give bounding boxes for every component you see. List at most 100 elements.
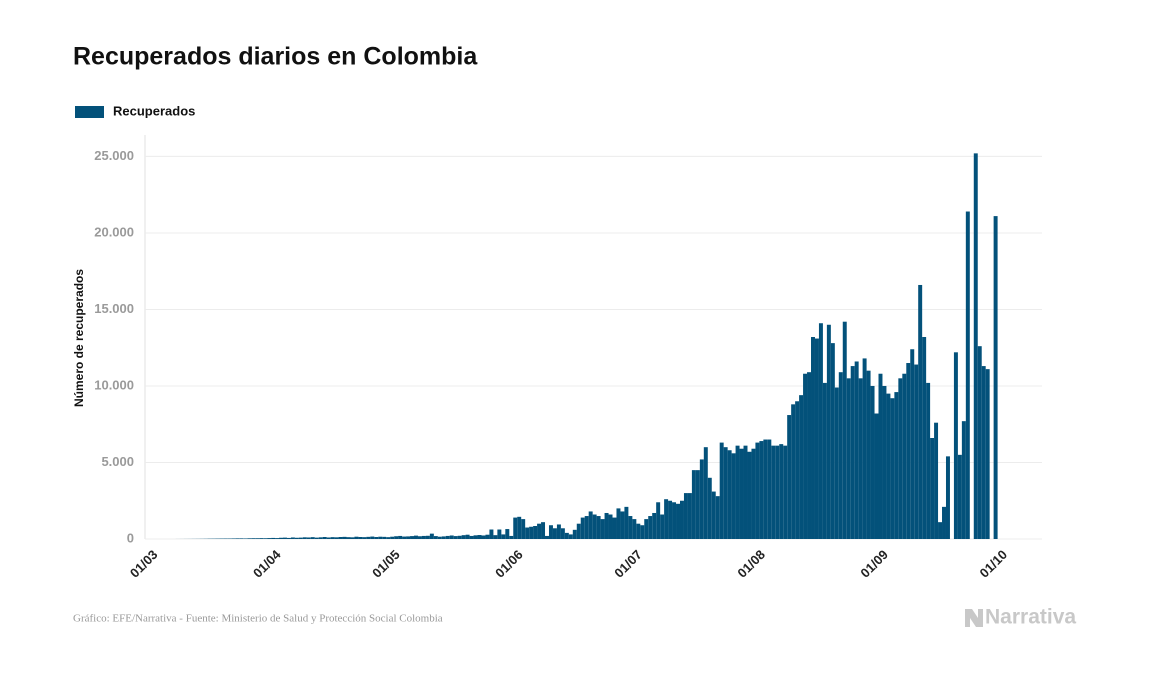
bar xyxy=(791,404,796,539)
bar xyxy=(414,535,418,539)
bar xyxy=(275,538,280,539)
bar xyxy=(453,536,458,539)
bar xyxy=(350,537,355,539)
bar xyxy=(755,442,760,539)
bar xyxy=(834,387,839,539)
bar xyxy=(842,321,847,539)
bar xyxy=(973,153,978,539)
bar xyxy=(493,535,498,539)
bar xyxy=(584,516,589,539)
bar xyxy=(914,364,919,539)
bar xyxy=(314,537,319,539)
bar xyxy=(473,535,478,539)
bar xyxy=(425,535,430,539)
bar xyxy=(306,537,311,539)
bar xyxy=(691,470,696,539)
y-tick-label: 0 xyxy=(127,530,134,545)
bar xyxy=(826,324,831,539)
bar xyxy=(465,534,470,539)
bar xyxy=(247,538,252,539)
bar xyxy=(517,516,522,539)
bar xyxy=(429,533,434,539)
x-tick-label: 01/03 xyxy=(127,547,161,581)
bar xyxy=(588,511,593,539)
x-tick-label: 01/06 xyxy=(492,547,526,581)
bar xyxy=(934,422,939,539)
y-axis-label: Número de recuperados xyxy=(72,269,86,407)
bar xyxy=(259,538,264,539)
bar xyxy=(509,535,514,539)
bar xyxy=(898,378,903,539)
bar xyxy=(505,529,510,539)
bar xyxy=(711,491,716,539)
bar xyxy=(529,526,534,539)
bar xyxy=(707,477,712,539)
bar xyxy=(282,537,287,539)
bar xyxy=(533,525,538,539)
bar xyxy=(632,519,637,539)
bar xyxy=(731,453,736,539)
bar xyxy=(322,537,327,539)
bar xyxy=(683,493,688,539)
bar xyxy=(719,442,724,539)
bar xyxy=(358,537,363,539)
bar xyxy=(652,512,657,539)
bar xyxy=(497,529,502,539)
bar xyxy=(906,363,911,539)
bar xyxy=(735,445,740,539)
bar xyxy=(330,537,335,539)
bar xyxy=(290,537,295,539)
bar xyxy=(878,373,883,539)
bar xyxy=(838,372,843,539)
bar xyxy=(822,382,827,539)
bar xyxy=(346,537,351,539)
bar xyxy=(421,535,426,539)
bar xyxy=(775,445,780,539)
bar xyxy=(636,523,641,539)
bar xyxy=(910,349,915,539)
bar xyxy=(747,451,752,539)
bar xyxy=(457,535,462,539)
x-tick-label: 01/09 xyxy=(857,547,891,581)
bar xyxy=(568,534,573,539)
bar xyxy=(437,536,442,539)
bar xyxy=(600,519,605,539)
bar xyxy=(644,519,649,539)
bar xyxy=(723,447,728,539)
bar xyxy=(286,537,291,539)
bar xyxy=(870,385,875,539)
bar xyxy=(525,527,530,539)
bar xyxy=(521,519,526,539)
bar xyxy=(890,398,895,539)
bar xyxy=(922,337,927,539)
bar xyxy=(759,441,764,539)
bar xyxy=(267,538,272,539)
bar xyxy=(977,346,982,539)
bar xyxy=(608,514,613,539)
bar xyxy=(334,537,339,539)
legend-label: Recuperados xyxy=(113,103,195,118)
bar xyxy=(664,499,669,539)
bar xyxy=(787,415,792,539)
bar xyxy=(390,536,395,539)
bar xyxy=(433,536,438,539)
bar xyxy=(818,323,823,539)
bar xyxy=(668,500,673,539)
bar xyxy=(556,524,561,539)
bar xyxy=(945,456,950,539)
bar xyxy=(604,512,609,539)
bar xyxy=(830,343,835,539)
bar xyxy=(620,511,625,539)
bar xyxy=(981,366,986,539)
bar xyxy=(354,536,359,539)
bar xyxy=(739,448,744,539)
logo-icon xyxy=(965,609,983,627)
bar xyxy=(477,535,482,539)
bar xyxy=(648,516,653,539)
bar xyxy=(811,337,815,539)
x-tick-label: 01/08 xyxy=(734,547,768,581)
y-tick-label: 25.000 xyxy=(94,148,134,163)
bar xyxy=(398,535,403,539)
bar xyxy=(850,366,855,539)
